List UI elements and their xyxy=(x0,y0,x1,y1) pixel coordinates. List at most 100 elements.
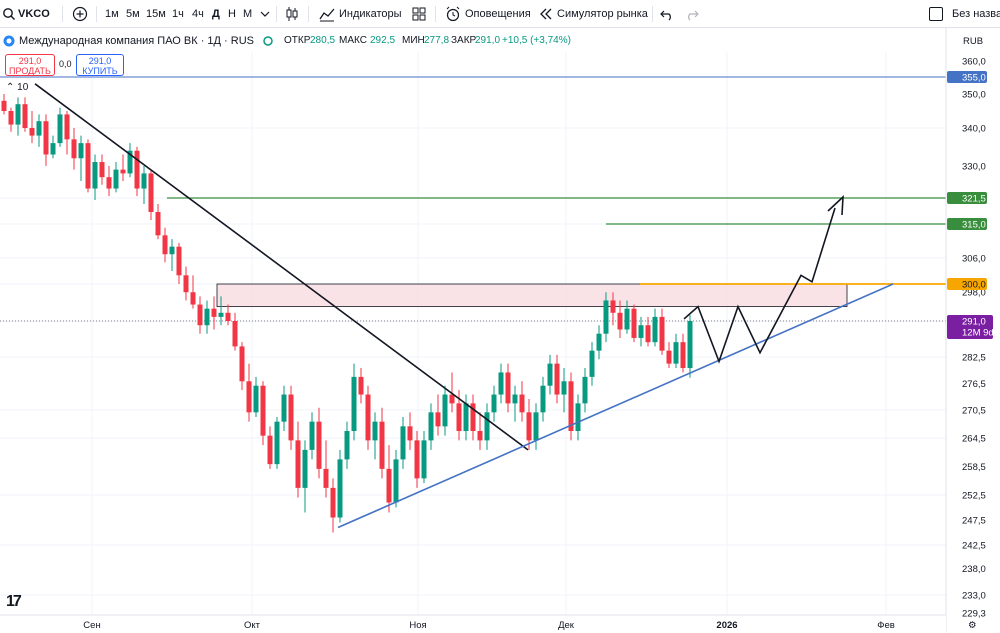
candle-body xyxy=(15,104,21,125)
candle-body xyxy=(358,376,364,395)
candle-body xyxy=(463,403,469,431)
add-symbol-icon[interactable] xyxy=(71,5,89,23)
candles-type-icon[interactable] xyxy=(283,5,301,23)
alarm-clock-icon[interactable] xyxy=(444,5,462,23)
layouts-icon[interactable] xyxy=(410,5,428,23)
buy-label: КУПИТЬ xyxy=(82,66,118,76)
interval-1h[interactable]: 1ч xyxy=(172,8,184,20)
candle-body xyxy=(554,363,560,395)
symbol-logo-icon xyxy=(3,35,15,47)
candle-body xyxy=(162,235,168,255)
candle-body xyxy=(645,325,651,343)
price-tick-label: 306,0 xyxy=(962,254,986,265)
chevron-down-icon[interactable] xyxy=(256,5,274,23)
legend-high-label: МАКС xyxy=(339,35,367,46)
candle-body xyxy=(64,114,70,140)
market-open-icon xyxy=(263,36,273,46)
interval-1m[interactable]: 1м xyxy=(105,8,119,20)
candle-body xyxy=(498,372,504,395)
candle-body xyxy=(575,403,581,431)
chart-legend: Международная компания ПАО ВК · 1Д · RUS… xyxy=(0,30,940,52)
candle-body xyxy=(8,111,14,125)
candle-body xyxy=(141,173,147,189)
candle-body xyxy=(211,308,217,317)
price-tick-label: 330,0 xyxy=(962,161,986,172)
price-tick-label: 229,3 xyxy=(962,609,986,620)
sell-button[interactable]: 291,0 ПРОДАТЬ xyxy=(5,54,55,76)
interval-15m[interactable]: 15м xyxy=(146,8,166,20)
candle-body xyxy=(540,385,546,413)
price-tick-label: 340,0 xyxy=(962,124,986,135)
candle-body xyxy=(78,143,84,159)
time-tick-label: Окт xyxy=(244,620,261,631)
candle-body xyxy=(120,169,126,174)
badge-315: 315,0 xyxy=(962,220,986,231)
candle-body xyxy=(148,173,154,212)
candle-body xyxy=(491,394,497,413)
candle-body xyxy=(295,440,301,488)
search-icon[interactable] xyxy=(2,7,16,21)
candle-body xyxy=(323,468,329,488)
chart-grid xyxy=(0,52,946,615)
symbol-search[interactable]: VKCO xyxy=(18,8,50,20)
legend-change: +10,5 (+3,74%) xyxy=(502,35,571,46)
candle-body xyxy=(505,372,511,404)
replay-button[interactable]: Симулятор рынка xyxy=(557,8,648,20)
buy-button[interactable]: 291,0 КУПИТЬ xyxy=(76,54,124,76)
interval-day[interactable]: Д xyxy=(212,8,220,20)
time-tick-label: Сен xyxy=(83,620,100,631)
interval-month[interactable]: М xyxy=(243,8,253,20)
candle-body xyxy=(344,431,350,460)
tradingview-logo-icon[interactable]: 17 xyxy=(6,593,22,610)
candle-body xyxy=(351,376,357,431)
price-tick-label: 258,5 xyxy=(962,462,986,473)
candle-body xyxy=(169,246,175,255)
candles xyxy=(1,94,693,533)
candle-body xyxy=(470,403,476,431)
ascending-support-line xyxy=(337,283,894,529)
candle-body xyxy=(428,412,434,441)
interval-4h[interactable]: 4ч xyxy=(192,8,204,20)
candle-body xyxy=(22,104,28,128)
undo-icon[interactable] xyxy=(658,5,676,23)
candle-body xyxy=(400,426,406,460)
badge-355-bg xyxy=(947,71,987,83)
candle-body xyxy=(176,246,182,276)
time-axis: Сен Окт Ноя Дек 2026 Фев ⚙ xyxy=(0,614,977,633)
last-price-badge: 291,0 xyxy=(962,317,986,328)
badge-355: 355,0 xyxy=(962,73,986,84)
candle-body xyxy=(638,325,644,338)
layout-checkbox[interactable] xyxy=(929,7,943,21)
currency-label[interactable]: RUB xyxy=(963,36,984,47)
candle-body xyxy=(127,150,133,174)
time-tick-label: Ноя xyxy=(409,620,426,631)
candle-body xyxy=(330,487,336,518)
indicators-count: 10 xyxy=(17,82,29,93)
candle-body xyxy=(92,162,98,189)
candle-body xyxy=(155,212,161,236)
layout-name[interactable]: Без назван xyxy=(952,8,1000,20)
interval-5m[interactable]: 5м xyxy=(126,8,140,20)
candle-body xyxy=(43,121,49,155)
candle-body xyxy=(1,100,7,111)
interval-week[interactable]: Н xyxy=(228,8,236,20)
redo-icon[interactable] xyxy=(683,5,701,23)
alerts-button[interactable]: Оповещения xyxy=(465,8,531,20)
candle-body xyxy=(197,304,203,326)
candle-body xyxy=(512,394,518,404)
candle-body xyxy=(99,162,105,178)
candle-body xyxy=(547,363,553,386)
indicators-collapse[interactable]: ⌃ 10 xyxy=(6,82,28,93)
indicators-icon[interactable] xyxy=(318,5,336,23)
price-tick-label: 264,5 xyxy=(962,434,986,445)
candle-body xyxy=(666,350,672,364)
candle-body xyxy=(253,385,259,413)
indicators-button[interactable]: Индикаторы xyxy=(339,8,402,20)
projection-arrowhead xyxy=(827,195,844,216)
legend-low: 277,8 xyxy=(424,35,450,46)
legend-title[interactable]: Международная компания ПАО ВК · 1Д · RUS xyxy=(19,35,254,47)
replay-rewind-icon[interactable] xyxy=(537,5,555,23)
candle-body xyxy=(218,312,224,317)
resistance-zone xyxy=(216,283,848,308)
